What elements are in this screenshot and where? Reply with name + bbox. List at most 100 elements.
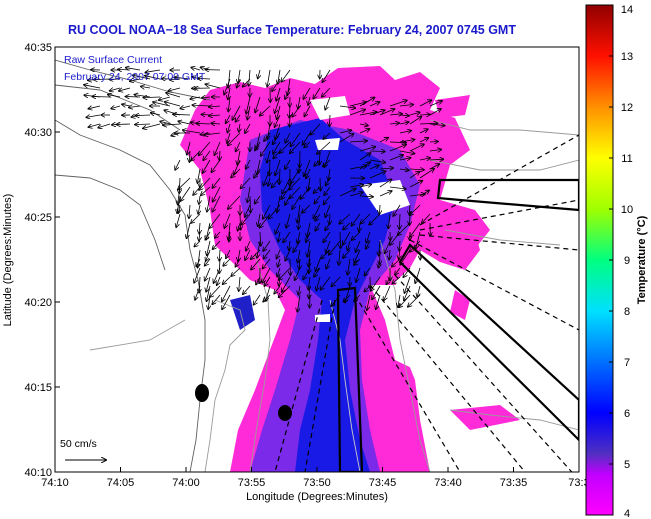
current-vector bbox=[325, 96, 331, 110]
current-vector bbox=[385, 240, 391, 253]
current-vector bbox=[348, 258, 351, 275]
current-vector bbox=[243, 78, 251, 87]
current-vector bbox=[213, 186, 221, 202]
current-vector bbox=[408, 294, 421, 307]
current-vector bbox=[143, 97, 161, 98]
current-vector bbox=[285, 195, 291, 205]
current-vector bbox=[245, 123, 251, 133]
current-vector bbox=[199, 231, 200, 241]
current-vector bbox=[236, 114, 241, 122]
current-vector bbox=[298, 96, 300, 109]
current-vector bbox=[409, 172, 420, 179]
current-vector bbox=[275, 222, 281, 234]
current-vector bbox=[313, 87, 321, 99]
current-vector bbox=[263, 240, 271, 251]
current-vector bbox=[98, 123, 111, 128]
current-vector bbox=[340, 231, 341, 248]
current-vector bbox=[399, 115, 409, 116]
current-vector bbox=[292, 105, 301, 117]
current-vector bbox=[419, 190, 429, 197]
current-vector bbox=[349, 192, 363, 197]
current-vector bbox=[119, 87, 131, 91]
current-vector bbox=[331, 294, 341, 306]
current-vector bbox=[193, 186, 201, 195]
current-vector bbox=[303, 132, 311, 145]
current-vector bbox=[229, 231, 230, 242]
colorbar-tick-label: 12 bbox=[621, 102, 633, 114]
scale-label: 50 cm/s bbox=[60, 438, 97, 450]
current-vector bbox=[315, 213, 321, 221]
current-vector bbox=[86, 115, 101, 117]
sst-cold-patch bbox=[230, 295, 255, 330]
current-vector bbox=[226, 249, 231, 258]
current-vector bbox=[304, 159, 311, 176]
current-vector bbox=[367, 294, 371, 310]
current-vector bbox=[134, 95, 151, 97]
y-tick-label: 40:20 bbox=[24, 297, 52, 309]
current-vector bbox=[359, 162, 370, 170]
current-vector bbox=[281, 186, 291, 199]
current-vector bbox=[117, 124, 131, 125]
current-vector bbox=[277, 249, 281, 259]
current-vector bbox=[213, 240, 221, 249]
current-vector bbox=[215, 231, 221, 238]
current-vector bbox=[390, 231, 401, 245]
current-vector bbox=[384, 285, 391, 301]
current-vector bbox=[298, 249, 300, 263]
current-vector bbox=[330, 213, 331, 224]
colorbar-tick-label: 10 bbox=[621, 204, 633, 216]
current-vector bbox=[205, 267, 211, 281]
current-vector bbox=[429, 159, 443, 160]
current-vector bbox=[419, 115, 430, 116]
current-vector bbox=[389, 114, 402, 115]
current-vector bbox=[255, 141, 261, 151]
current-vector bbox=[399, 122, 409, 124]
current-vector bbox=[379, 109, 395, 116]
current-vector bbox=[319, 150, 320, 165]
current-vector bbox=[263, 294, 271, 302]
current-vector bbox=[354, 294, 361, 301]
x-axis: 74:10 74:05 74:00 73:55 73:50 73:45 73:40 73:35… bbox=[41, 467, 590, 489]
current-vector bbox=[310, 123, 321, 135]
current-vector bbox=[272, 177, 281, 188]
current-vector bbox=[323, 195, 331, 204]
sst-gap bbox=[315, 314, 330, 322]
radar-site-marker bbox=[278, 405, 292, 421]
current-vector bbox=[278, 267, 291, 280]
current-vector bbox=[289, 105, 290, 118]
current-vector bbox=[227, 123, 230, 133]
current-vector bbox=[325, 204, 331, 217]
current-vector bbox=[88, 106, 101, 109]
current-vector bbox=[151, 113, 161, 115]
current-vector bbox=[260, 105, 271, 116]
current-vector bbox=[323, 159, 331, 167]
current-vector bbox=[399, 131, 411, 133]
current-vector bbox=[369, 102, 380, 107]
current-vector bbox=[273, 150, 281, 159]
current-vector bbox=[258, 69, 260, 79]
current-vector bbox=[339, 106, 355, 108]
current-vector bbox=[419, 138, 428, 143]
current-vector bbox=[409, 117, 421, 125]
current-vector bbox=[302, 204, 311, 213]
current-vector bbox=[187, 222, 191, 238]
current-vector bbox=[339, 130, 351, 133]
current-vector bbox=[279, 285, 291, 297]
current-vector bbox=[389, 123, 399, 124]
current-vector bbox=[196, 258, 201, 266]
current-vector bbox=[267, 69, 271, 87]
current-vector bbox=[369, 110, 385, 116]
current-vector bbox=[273, 132, 281, 144]
current-vector bbox=[256, 276, 261, 285]
current-vector bbox=[214, 141, 221, 155]
current-vector bbox=[239, 276, 240, 291]
current-vector bbox=[250, 195, 251, 213]
current-vector bbox=[275, 114, 281, 127]
current-vector bbox=[314, 186, 321, 193]
current-vector bbox=[399, 240, 400, 251]
current-vector bbox=[329, 114, 330, 126]
current-vector bbox=[315, 222, 321, 231]
current-vector bbox=[404, 285, 411, 300]
current-vector bbox=[212, 195, 221, 212]
current-vector bbox=[285, 132, 291, 143]
